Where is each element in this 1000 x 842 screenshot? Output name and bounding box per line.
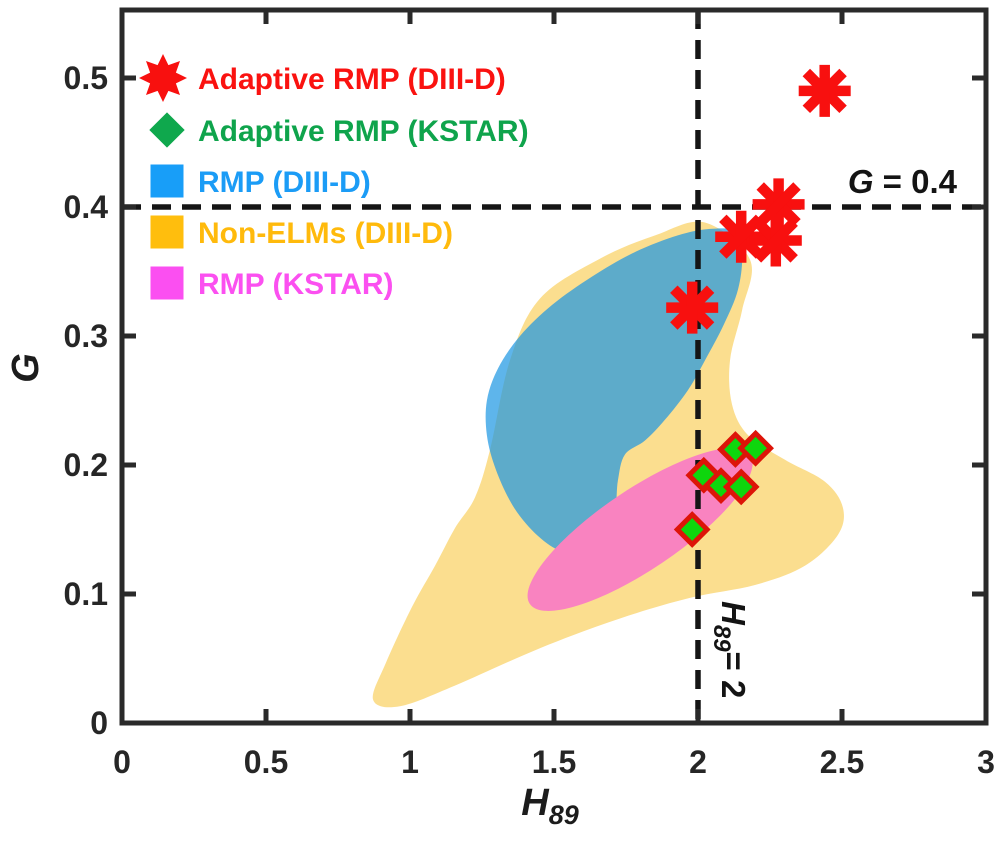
- star-spoke: [756, 182, 801, 227]
- y-tick-label: 0.3: [64, 318, 108, 354]
- legend-label: Adaptive RMP (KSTAR): [198, 115, 529, 148]
- g-line-annotation: G = 0.4: [848, 163, 958, 200]
- x-tick-label: 0: [113, 744, 131, 780]
- x-tick-label: 3: [977, 744, 995, 780]
- legend-label: RMP (DIII-D): [198, 166, 371, 199]
- legend-marker-square: [150, 164, 184, 198]
- x-axis-title-main: H: [521, 782, 550, 824]
- reference-lines-layer: [122, 10, 986, 723]
- y-tick-label: 0.1: [64, 576, 108, 612]
- x-tick-label: 2: [689, 744, 707, 780]
- star-spoke: [670, 285, 715, 330]
- data-point-adaptive-rmp-kstar: [673, 511, 711, 548]
- y-tick-label: 0.2: [64, 447, 108, 483]
- g-annotation-variable: G: [848, 163, 874, 200]
- legend: Adaptive RMP (DIII-D) Adaptive RMP (KSTAR…: [139, 54, 529, 301]
- data-point-adaptive-rmp-diii-d: [798, 64, 851, 117]
- legend-label: Adaptive RMP (DIII-D): [198, 63, 506, 96]
- legend-marker-square: [150, 215, 184, 249]
- x-axis-title: H89: [521, 782, 579, 830]
- legend-marker-square: [150, 266, 184, 300]
- data-point-adaptive-rmp-diii-d: [749, 214, 802, 267]
- x-tick-label: 0.5: [244, 744, 288, 780]
- y-axis-title: G: [5, 353, 47, 383]
- g-annotation-value: = 0.4: [874, 163, 958, 200]
- legend-label: RMP (KSTAR): [198, 268, 394, 301]
- y-tick-label: 0.5: [64, 60, 108, 96]
- y-tick-label: 0: [90, 705, 108, 741]
- h-line-annotation: H89= 2: [708, 601, 752, 698]
- x-tick-label: 1.5: [532, 744, 576, 780]
- legend-label: Non-ELMs (DIII-D): [198, 217, 453, 250]
- x-axis-title-subscript: 89: [549, 800, 579, 830]
- h-annotation-subscript: 89: [708, 625, 735, 652]
- y-tick-label: 0.4: [64, 189, 109, 225]
- data-points-layer: [666, 64, 851, 548]
- h-annotation-variable: H: [715, 601, 752, 626]
- h-annotation-value: = 2: [715, 652, 752, 699]
- region-rmp-kstar-: [527, 448, 753, 611]
- legend-marker-diamond: [149, 112, 185, 148]
- data-point-adaptive-rmp-diii-d: [666, 281, 719, 334]
- tick-labels: 0 0.5 1 1.5 2 2.5 3 0 0.1 0.2 0.3 0.4 0.5: [64, 60, 995, 780]
- x-tick-label: 2.5: [820, 744, 864, 780]
- data-point-adaptive-rmp-kstar: [717, 431, 754, 468]
- data-point-adaptive-rmp-kstar: [702, 467, 740, 504]
- x-tick-label: 1: [401, 744, 419, 780]
- data-point-adaptive-rmp-kstar: [737, 429, 774, 467]
- star-spoke: [719, 214, 764, 259]
- star-spoke: [753, 218, 798, 263]
- data-point-adaptive-rmp-kstar: [722, 468, 760, 506]
- region-layer: [372, 221, 844, 708]
- axes-frame: [119, 7, 989, 726]
- star-spoke: [802, 68, 847, 113]
- legend-marker-star: [139, 54, 187, 102]
